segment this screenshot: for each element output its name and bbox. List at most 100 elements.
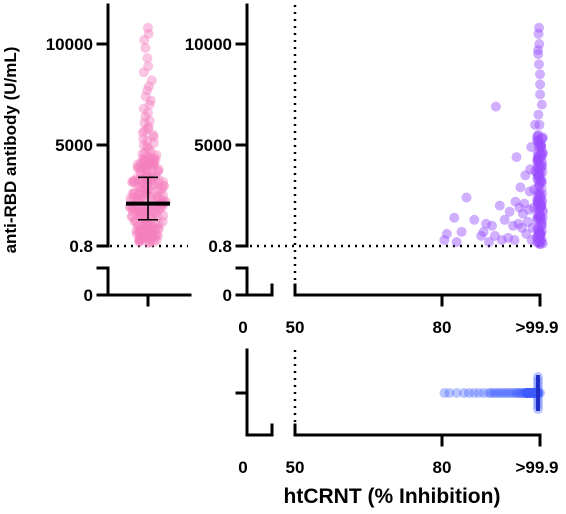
antibody-dot [146,210,157,221]
antibody-dot [146,160,157,171]
scatter-point [534,224,544,235]
antibody-dot [137,204,148,215]
antibody-dot [138,213,148,224]
inhibition-dot [488,388,499,398]
scatter-point [516,222,527,233]
scatter-point [534,210,545,221]
panel-b-y-tick-label-0.8: 0.8 [208,237,232,256]
antibody-dot [139,156,150,167]
antibody-dot [141,179,152,190]
scatter-point [490,101,501,112]
antibody-dot [134,234,145,245]
inhibition-dot [524,388,535,398]
antibody-dot [148,131,159,142]
antibody-dot [157,216,168,227]
scatter-point [476,230,487,241]
antibody-dot [149,207,160,218]
panel-c-x-tick-label-50: 50 [286,458,305,477]
scatter-point [532,210,543,221]
scatter-point [534,160,545,171]
scatter-point [532,151,543,162]
panel-a-y-tick-label-0.8: 0.8 [69,237,93,256]
antibody-dot [144,99,155,110]
y-axis-title: anti-RBD antibody (U/mL) [1,47,20,254]
antibody-dot [145,173,156,184]
antibody-dot [150,154,161,165]
scatter-point [536,201,547,212]
antibody-dot [141,166,152,177]
inhibition-dot [478,388,489,398]
scatter-point [451,237,462,247]
antibody-dot [150,222,161,233]
scatter-point [537,148,548,159]
antibody-dot [129,192,139,203]
antibody-dot [144,115,155,126]
antibody-dot [153,223,164,234]
scatter-point [535,203,546,214]
antibody-dot [148,189,159,200]
antibody-dot [132,205,143,216]
panel-c-x-tick-label-0: 0 [238,458,247,477]
antibody-dot [142,223,153,234]
antibody-dot [151,235,162,246]
panel-a-y-tick-label-0: 0 [84,286,93,305]
scatter-point [537,226,548,236]
scatter-point [536,162,547,172]
inhibition-dot [521,388,532,398]
scatter-point [533,153,544,164]
antibody-dot [127,211,138,222]
antibody-dot [129,187,140,198]
scatter-point [536,133,547,144]
scatter-point [532,231,543,242]
antibody-dot [133,162,144,173]
panel-b-y-tick-label-5000: 5000 [194,136,232,155]
scatter-point [535,201,546,212]
antibody-dot [142,227,153,238]
scatter-point [535,227,545,238]
inhibition-dot [522,388,533,398]
scatter-point [533,45,543,56]
antibody-dot [133,206,144,217]
scatter-point [532,214,543,225]
scatter-point [526,142,537,152]
inhibition-dot-plot-panel: 0 50 80 >99.9 [235,348,559,477]
antibody-dot [143,81,154,92]
antibody-dot [143,155,154,166]
antibody-dot [150,171,161,182]
scatter-point [530,119,541,130]
antibody-dot [145,218,156,229]
inhibition-dot [522,388,532,398]
scatter-point [534,200,545,211]
antibody-dot [136,182,147,193]
scatter-point [533,182,544,193]
scatter-point [439,235,450,245]
antibody-dot [142,53,153,64]
antibody-dot [147,224,158,235]
antibody-dot [153,230,164,241]
scatter-point [535,176,546,187]
scatter-point [532,197,543,208]
scatter-point [532,135,542,146]
scatter-point [535,228,545,239]
antibody-dot [148,129,159,140]
antibody-dot [134,207,145,218]
scatter-point [513,218,524,229]
inhibition-dot [522,388,533,398]
antibody-dot [147,158,158,168]
antibody-dot [129,216,140,227]
scatter-point [536,142,546,153]
antibody-dot [142,232,153,243]
inhibition-dot [495,388,506,398]
antibody-dot [158,190,169,200]
scatter-point [533,164,544,174]
inhibition-dot [515,388,526,398]
inhibition-dot [463,388,474,398]
antibody-dot [156,183,167,194]
scatter-point [533,237,544,247]
antibody-dot [139,117,150,128]
scatter-point [532,172,543,183]
scatter-point [536,141,546,152]
scatter-point [535,139,546,150]
scatter-point [478,226,489,237]
antibody-dot [138,221,149,232]
